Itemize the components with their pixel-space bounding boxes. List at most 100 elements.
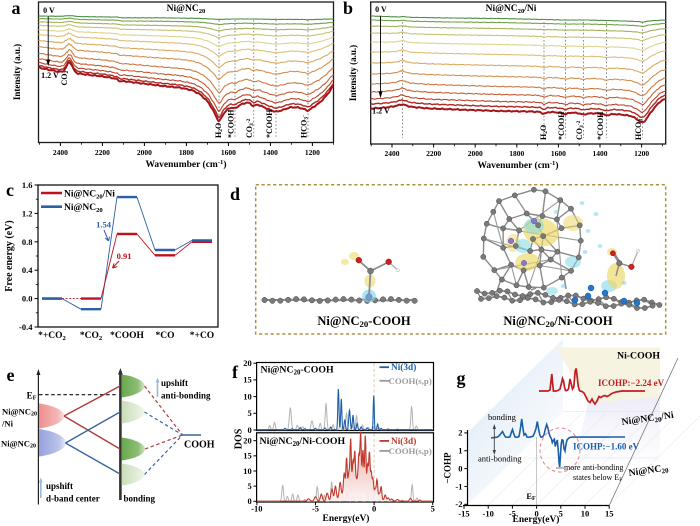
svg-text:0.91: 0.91 xyxy=(117,251,132,261)
svg-text:-5: -5 xyxy=(509,509,516,519)
svg-text:a: a xyxy=(12,0,21,18)
svg-text:/Ni: /Ni xyxy=(1,419,14,429)
svg-text:1400: 1400 xyxy=(593,149,608,158)
svg-text:Energy(eV): Energy(eV) xyxy=(323,513,370,524)
svg-text:1400: 1400 xyxy=(263,148,278,157)
svg-text:10: 10 xyxy=(243,391,252,401)
svg-text:0.0: 0.0 xyxy=(22,294,33,304)
svg-text:10: 10 xyxy=(243,466,252,476)
svg-text:2000: 2000 xyxy=(468,149,483,158)
svg-text:anti-bonding: anti-bonding xyxy=(478,454,522,464)
svg-text:d-band center: d-band center xyxy=(46,494,100,504)
svg-text:Ni@NC20-COOH: Ni@NC20-COOH xyxy=(261,365,334,377)
svg-text:10: 10 xyxy=(581,509,590,519)
svg-text:EF: EF xyxy=(526,491,536,502)
svg-text:*COOH: *COOH xyxy=(557,111,566,140)
svg-text:0: 0 xyxy=(248,425,252,435)
svg-text:Wavenumber (cm-1): Wavenumber (cm-1) xyxy=(477,160,558,171)
svg-text:-10: -10 xyxy=(251,504,262,514)
svg-text:*COOH: *COOH xyxy=(227,109,236,138)
svg-text:b: b xyxy=(343,0,353,18)
svg-text:-1: -1 xyxy=(455,481,462,491)
svg-text:20: 20 xyxy=(243,358,252,368)
svg-text:CO3-2: CO3-2 xyxy=(575,120,585,140)
svg-text:upshift: upshift xyxy=(161,378,188,388)
svg-text:COOH: COOH xyxy=(184,440,215,451)
svg-text:Ni@NC20: Ni@NC20 xyxy=(1,439,36,450)
svg-text:0: 0 xyxy=(458,463,462,473)
svg-text:5: 5 xyxy=(559,509,563,519)
svg-text:Intensity (a.u.): Intensity (a.u.) xyxy=(348,45,358,101)
svg-text:COOH(s,p): COOH(s,p) xyxy=(389,446,432,456)
svg-text:1.6: 1.6 xyxy=(22,180,33,190)
svg-text:*COOH: *COOH xyxy=(265,109,274,138)
svg-text:*COOH: *COOH xyxy=(110,331,144,341)
svg-text:more anti-bonding: more anti-bonding xyxy=(564,463,623,472)
svg-text:15: 15 xyxy=(243,451,252,461)
svg-text:−COHP: −COHP xyxy=(443,452,453,484)
svg-text:0.8: 0.8 xyxy=(22,237,33,247)
svg-text:1.2 V: 1.2 V xyxy=(372,107,390,116)
svg-text:Ni@NC20/Ni-COOH: Ni@NC20/Ni-COOH xyxy=(260,436,346,448)
svg-text:Ni-COOH: Ni-COOH xyxy=(617,351,660,362)
svg-text:*+CO2: *+CO2 xyxy=(38,331,66,342)
svg-text:1: 1 xyxy=(458,446,462,456)
svg-text:Free energy (eV): Free energy (eV) xyxy=(4,220,15,291)
svg-text:Ni@NC20/Ni-COOH: Ni@NC20/Ni-COOH xyxy=(503,314,613,329)
svg-text:CO3-2: CO3-2 xyxy=(245,118,255,138)
svg-text:Ni@NC20: Ni@NC20 xyxy=(628,462,670,479)
svg-text:e: e xyxy=(7,365,15,385)
svg-text:ICOHP:−1.60 eV: ICOHP:−1.60 eV xyxy=(573,442,640,452)
svg-text:Ni@NC20: Ni@NC20 xyxy=(167,4,206,15)
svg-text:Ni@NC20: Ni@NC20 xyxy=(64,203,103,214)
svg-text:2000: 2000 xyxy=(137,148,152,157)
svg-text:*COOH: *COOH xyxy=(596,111,605,140)
svg-text:-15: -15 xyxy=(458,509,469,519)
svg-text:H2O: H2O xyxy=(539,125,549,140)
svg-text:0 V: 0 V xyxy=(375,5,387,14)
svg-text:*+CO: *+CO xyxy=(190,331,214,341)
svg-text:1800: 1800 xyxy=(509,149,524,158)
svg-text:1800: 1800 xyxy=(179,148,194,157)
svg-text:Ni(3d): Ni(3d) xyxy=(391,362,416,373)
svg-text:2200: 2200 xyxy=(426,149,441,158)
svg-text:ICOHP:−2.24 eV: ICOHP:−2.24 eV xyxy=(598,378,665,388)
svg-text:Ni@NC20-COOH: Ni@NC20-COOH xyxy=(317,314,411,329)
svg-text:g: g xyxy=(457,368,466,388)
svg-text:15: 15 xyxy=(605,509,614,519)
svg-text:2400: 2400 xyxy=(385,149,400,158)
svg-text:*CO2: *CO2 xyxy=(80,331,103,342)
svg-text:20: 20 xyxy=(243,436,252,446)
svg-text:Ni@NC20/Ni: Ni@NC20/Ni xyxy=(486,4,537,15)
svg-text:0: 0 xyxy=(372,504,376,514)
svg-text:1600: 1600 xyxy=(221,148,236,157)
svg-text:0: 0 xyxy=(534,509,538,519)
svg-text:15: 15 xyxy=(243,375,252,385)
svg-text:Ni(3d): Ni(3d) xyxy=(391,436,416,447)
svg-text:Energy(eV): Energy(eV) xyxy=(513,514,560,525)
svg-text:-5: -5 xyxy=(312,504,319,514)
svg-text:HCO3-: HCO3- xyxy=(634,117,644,140)
svg-text:2400: 2400 xyxy=(53,148,68,157)
svg-text:states below EF: states below EF xyxy=(573,473,622,483)
svg-text:5: 5 xyxy=(248,481,252,491)
svg-text:5: 5 xyxy=(431,504,435,514)
svg-text:1.54: 1.54 xyxy=(96,220,112,230)
svg-text:Wavenumber (cm-1): Wavenumber (cm-1) xyxy=(145,159,226,170)
svg-text:1600: 1600 xyxy=(551,149,566,158)
svg-text:1200: 1200 xyxy=(305,148,320,157)
svg-text:c: c xyxy=(6,180,14,200)
svg-text:EF: EF xyxy=(27,390,37,401)
svg-text:-10: -10 xyxy=(483,509,494,519)
svg-text:bonding: bonding xyxy=(488,412,517,422)
svg-text:1.2: 1.2 xyxy=(22,208,33,218)
svg-text:f: f xyxy=(232,362,239,382)
svg-text:*CO: *CO xyxy=(156,331,175,341)
svg-text:1200: 1200 xyxy=(634,149,649,158)
svg-text:0.4: 0.4 xyxy=(22,265,33,275)
svg-text:H2O: H2O xyxy=(214,123,224,138)
svg-text:2: 2 xyxy=(458,428,462,438)
svg-text:anti-bonding: anti-bonding xyxy=(161,391,211,401)
svg-text:COOH(s,p): COOH(s,p) xyxy=(389,376,432,386)
svg-text:Ni@NC20/Ni: Ni@NC20/Ni xyxy=(64,190,115,201)
